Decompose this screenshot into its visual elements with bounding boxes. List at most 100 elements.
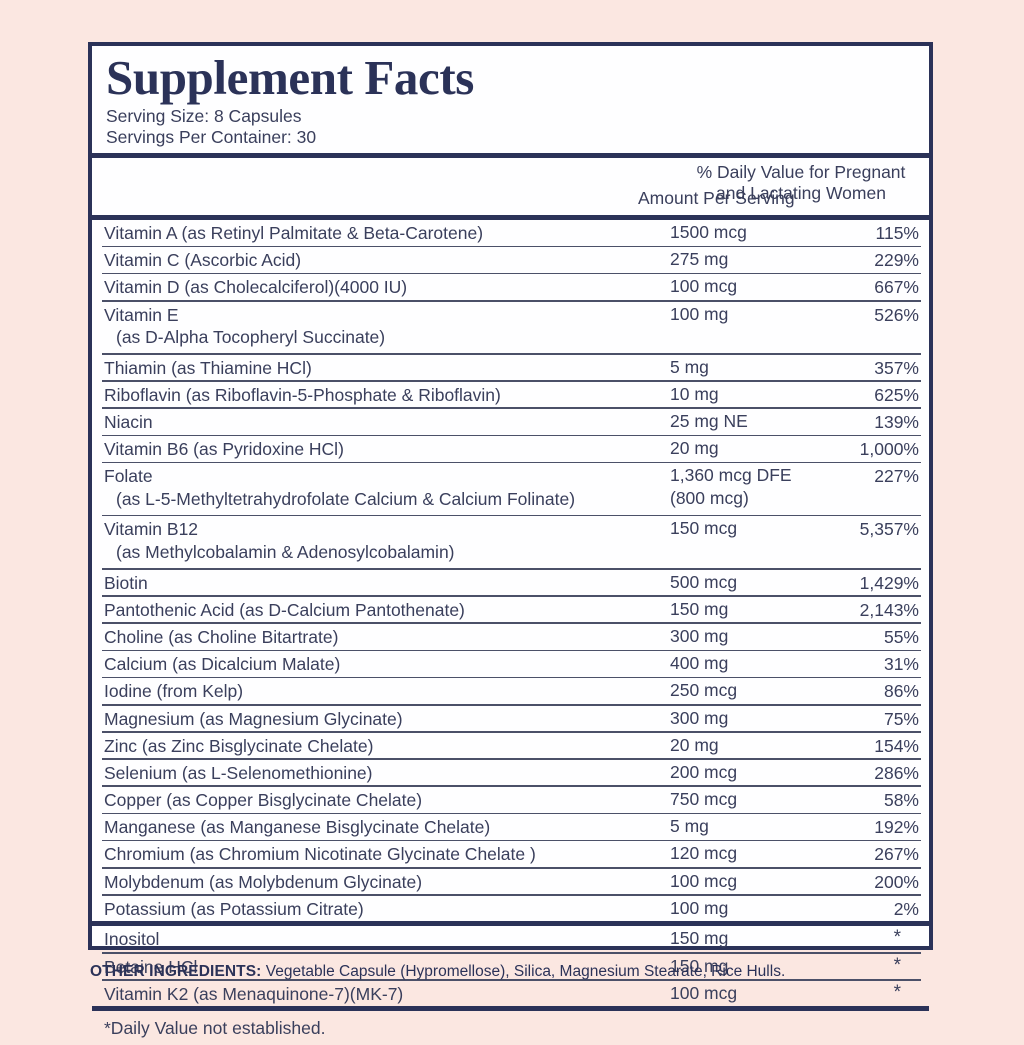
table-row: Biotin 500 mcg 1,429% bbox=[92, 570, 929, 596]
table-row-content: Iodine (from Kelp) 250 mcg 86% bbox=[92, 678, 929, 704]
row-divider bbox=[102, 812, 921, 815]
row-divider bbox=[102, 461, 921, 464]
table-row: Vitamin K2 (as Menaquinone-7)(MK-7) 100 m… bbox=[92, 981, 929, 1007]
nutrient-name: Magnesium (as Magnesium Glycinate) bbox=[104, 708, 403, 729]
nutrient-amount: 150 mg bbox=[670, 598, 729, 619]
nutrient-name: Biotin bbox=[104, 572, 148, 593]
table-row: Selenium (as L-Selenomethionine) 200 mcg 2… bbox=[92, 760, 929, 786]
row-divider bbox=[102, 272, 921, 275]
daily-value-header-line1: % Daily Value for Pregnant bbox=[696, 161, 906, 182]
row-divider bbox=[102, 407, 921, 409]
nutrient-name: Potassium (as Potassium Citrate) bbox=[104, 898, 364, 919]
row-divider bbox=[102, 731, 921, 733]
row-divider bbox=[102, 649, 921, 652]
nutrient-name: Molybdenum (as Molybdenum Glycinate) bbox=[104, 871, 423, 892]
supplement-facts-page: Supplement Facts Serving Size: 8 Capsule… bbox=[88, 42, 970, 1038]
nutrient-daily-value: 86% bbox=[883, 681, 919, 702]
row-divider bbox=[102, 979, 921, 981]
table-row-content: Molybdenum (as Molybdenum Glycinate) 100 … bbox=[92, 869, 929, 895]
nutrient-name: Zinc (as Zinc Bisglycinate Chelate) bbox=[104, 735, 374, 756]
table-row-content: Riboflavin (as Riboflavin-5-Phosphate & … bbox=[92, 382, 929, 408]
nutrient-daily-value: * bbox=[893, 981, 901, 1003]
nutrient-name: Pantothenic Acid (as D-Calcium Pantothen… bbox=[104, 599, 465, 620]
nutrient-amount: 20 mg bbox=[670, 734, 719, 755]
table-row-content: Inositol 150 mg * bbox=[92, 926, 929, 952]
table-row-content: Vitamin A (as Retinyl Palmitate & Beta-C… bbox=[92, 220, 929, 246]
table-row-content: Thiamin (as Thiamine HCl) 5 mg 357% bbox=[92, 355, 929, 381]
nutrient-daily-value: 625% bbox=[874, 384, 919, 405]
row-divider bbox=[102, 676, 921, 679]
nutrient-daily-value: 526% bbox=[874, 304, 919, 325]
nutrient-amount: 150 mg bbox=[670, 928, 729, 949]
nutrient-amount: 300 mg bbox=[670, 707, 729, 728]
nutrient-name: Vitamin E (as D-Alpha Tocopheryl Succinat… bbox=[104, 304, 386, 347]
table-row: Manganese (as Manganese Bisglycinate Che… bbox=[92, 814, 929, 840]
row-divider bbox=[102, 785, 921, 788]
nutrient-source: (as L-5-Methyltetrahydrofolate Calcium &… bbox=[116, 488, 576, 509]
nutrient-name: Vitamin C (Ascorbic Acid) bbox=[104, 250, 302, 271]
nutrient-daily-value: 357% bbox=[874, 357, 919, 378]
table-row: Vitamin D (as Cholecalciferol)(4000 IU) 1… bbox=[92, 274, 929, 300]
table-row: Vitamin A (as Retinyl Palmitate & Beta-C… bbox=[92, 220, 929, 246]
table-row-content: Vitamin E (as D-Alpha Tocopheryl Succinat… bbox=[92, 302, 929, 354]
nutrient-name: Vitamin D (as Cholecalciferol)(4000 IU) bbox=[104, 277, 408, 298]
nutrient-daily-value: * bbox=[893, 927, 901, 949]
footnote: *Daily Value not established. bbox=[104, 1017, 326, 1038]
divider-below-column-header bbox=[92, 214, 929, 220]
nutrient-amount: 100 mcg bbox=[670, 982, 738, 1003]
table-row: Thiamin (as Thiamine HCl) 5 mg 357% bbox=[92, 355, 929, 381]
amount-per-serving-header: Amount Per Serving bbox=[638, 187, 795, 208]
table-row: Pantothenic Acid (as D-Calcium Pantothen… bbox=[92, 597, 929, 623]
table-row: Vitamin B12 (as Methylcobalamin & Adenosy… bbox=[92, 516, 929, 568]
nutrient-amount: 500 mcg bbox=[670, 571, 738, 592]
nutrient-amount: 150 mg bbox=[670, 955, 729, 976]
table-row: Vitamin B6 (as Pyridoxine HCl) 20 mg 1,000… bbox=[92, 436, 929, 462]
table-row-content: Folate (as L-5-Methyltetrahydrofolate Cal… bbox=[92, 463, 929, 515]
row-divider bbox=[102, 353, 921, 355]
table-row: Vitamin E (as D-Alpha Tocopheryl Succinat… bbox=[92, 302, 929, 354]
other-ingredients: OTHER INGREDIENTS: Vegetable Capsule (Hy… bbox=[90, 963, 970, 981]
nutrient-daily-value: 1,000% bbox=[859, 439, 919, 460]
row-divider bbox=[102, 952, 921, 954]
row-divider bbox=[102, 758, 921, 760]
table-row: Choline (as Choline Bitartrate) 300 mg 55% bbox=[92, 624, 929, 650]
nutrient-daily-value: 115% bbox=[875, 222, 919, 243]
table-row: Molybdenum (as Molybdenum Glycinate) 100 … bbox=[92, 869, 929, 895]
nutrient-amount: 750 mcg bbox=[670, 789, 738, 810]
nutrient-amount: 400 mg bbox=[670, 653, 729, 674]
nutrient-daily-value: 227% bbox=[874, 466, 919, 487]
table-row: Magnesium (as Magnesium Glycinate) 300 mg… bbox=[92, 706, 929, 732]
nutrient-daily-value: 5,357% bbox=[859, 519, 919, 540]
row-divider bbox=[102, 703, 921, 706]
nutrient-name: Iodine (from Kelp) bbox=[104, 681, 244, 702]
nutrient-amount: 275 mg bbox=[670, 249, 729, 270]
nutrient-name: Vitamin K2 (as Menaquinone-7)(MK-7) bbox=[104, 983, 404, 1004]
nutrient-daily-value: 139% bbox=[874, 412, 919, 432]
nutrient-daily-value: 58% bbox=[883, 790, 919, 811]
nutrient-amount: 300 mg bbox=[670, 625, 729, 646]
nutrient-daily-value: 1,429% bbox=[859, 572, 919, 593]
nutrient-amount: 5 mg bbox=[670, 816, 709, 837]
table-row: Betaine HCl 150 mg * bbox=[92, 954, 929, 980]
nutrient-name: Chromium (as Chromium Nicotinate Glycina… bbox=[104, 844, 536, 865]
row-divider bbox=[102, 894, 921, 896]
table-row-content: Potassium (as Potassium Citrate) 100 mg 2% bbox=[92, 896, 929, 922]
nutrient-source: (as D-Alpha Tocopheryl Succinate) bbox=[116, 326, 386, 347]
other-ingredients-text: Vegetable Capsule (Hypromellose), Silica… bbox=[265, 963, 786, 980]
nutrient-amount: 100 mg bbox=[670, 897, 729, 918]
row-divider bbox=[102, 514, 921, 517]
supplement-facts-panel: Supplement Facts Serving Size: 8 Capsule… bbox=[88, 42, 933, 1038]
nutrient-daily-value: 2,143% bbox=[859, 599, 919, 620]
title-block: Supplement Facts Serving Size: 8 Capsule… bbox=[92, 46, 929, 153]
nutrient-name: Manganese (as Manganese Bisglycinate Che… bbox=[104, 817, 491, 838]
table-row-content: Zinc (as Zinc Bisglycinate Chelate) 20 mg… bbox=[92, 733, 929, 759]
nutrient-amount-secondary: (800 mcg) bbox=[670, 487, 749, 508]
nutrient-daily-value: 2% bbox=[893, 898, 919, 919]
nutrient-name: Selenium (as L-Selenomethionine) bbox=[104, 762, 373, 783]
table-row-content: Vitamin K2 (as Menaquinone-7)(MK-7) 100 m… bbox=[92, 981, 929, 1007]
other-ingredients-label: OTHER INGREDIENTS: bbox=[90, 963, 262, 980]
table-row-content: Chromium (as Chromium Nicotinate Glycina… bbox=[92, 841, 929, 867]
table-row-content: Selenium (as L-Selenomethionine) 200 mcg 2… bbox=[92, 760, 929, 786]
nutrient-daily-value: 31% bbox=[883, 654, 919, 675]
nutrient-name: Folate (as L-5-Methyltetrahydrofolate Cal… bbox=[104, 466, 576, 509]
